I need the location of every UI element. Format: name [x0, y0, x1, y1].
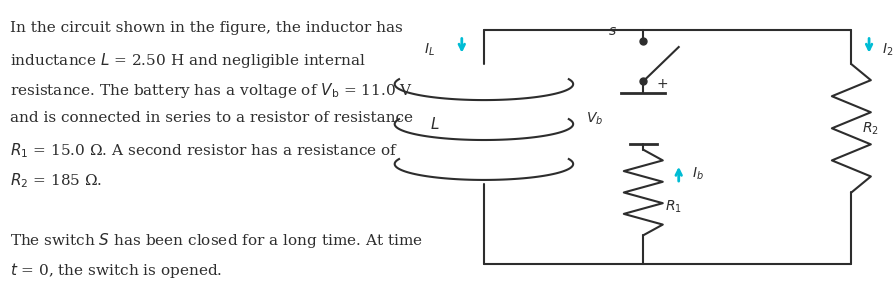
Text: $I_2$: $I_2$	[883, 41, 893, 58]
Text: $R_1$ = 15.0 Ω. A second resistor has a resistance of: $R_1$ = 15.0 Ω. A second resistor has a …	[10, 141, 399, 160]
Text: In the circuit shown in the figure, the inductor has: In the circuit shown in the figure, the …	[10, 21, 403, 35]
Text: The switch $S$ has been closed for a long time. At time: The switch $S$ has been closed for a lon…	[10, 231, 423, 250]
Text: inductance $L$ = 2.50 H and negligible internal: inductance $L$ = 2.50 H and negligible i…	[10, 51, 366, 70]
Text: $L$: $L$	[430, 116, 440, 132]
Text: resistance. The battery has a voltage of $V_\mathrm{b}$ = 11.0 V: resistance. The battery has a voltage of…	[10, 81, 413, 100]
Text: $I_b$: $I_b$	[692, 166, 703, 182]
Text: $R_1$: $R_1$	[666, 198, 683, 215]
Text: +: +	[657, 77, 668, 91]
Text: $R_2$ = 185 Ω.: $R_2$ = 185 Ω.	[10, 171, 102, 190]
Text: $V_b$: $V_b$	[586, 110, 603, 126]
Text: and is connected in series to a resistor of resistance: and is connected in series to a resistor…	[10, 111, 413, 125]
Text: $I_L$: $I_L$	[425, 41, 435, 58]
Text: $t$ = 0, the switch is opened.: $t$ = 0, the switch is opened.	[10, 261, 222, 280]
Text: $s$: $s$	[607, 24, 616, 39]
Text: $R_2$: $R_2$	[862, 120, 879, 137]
